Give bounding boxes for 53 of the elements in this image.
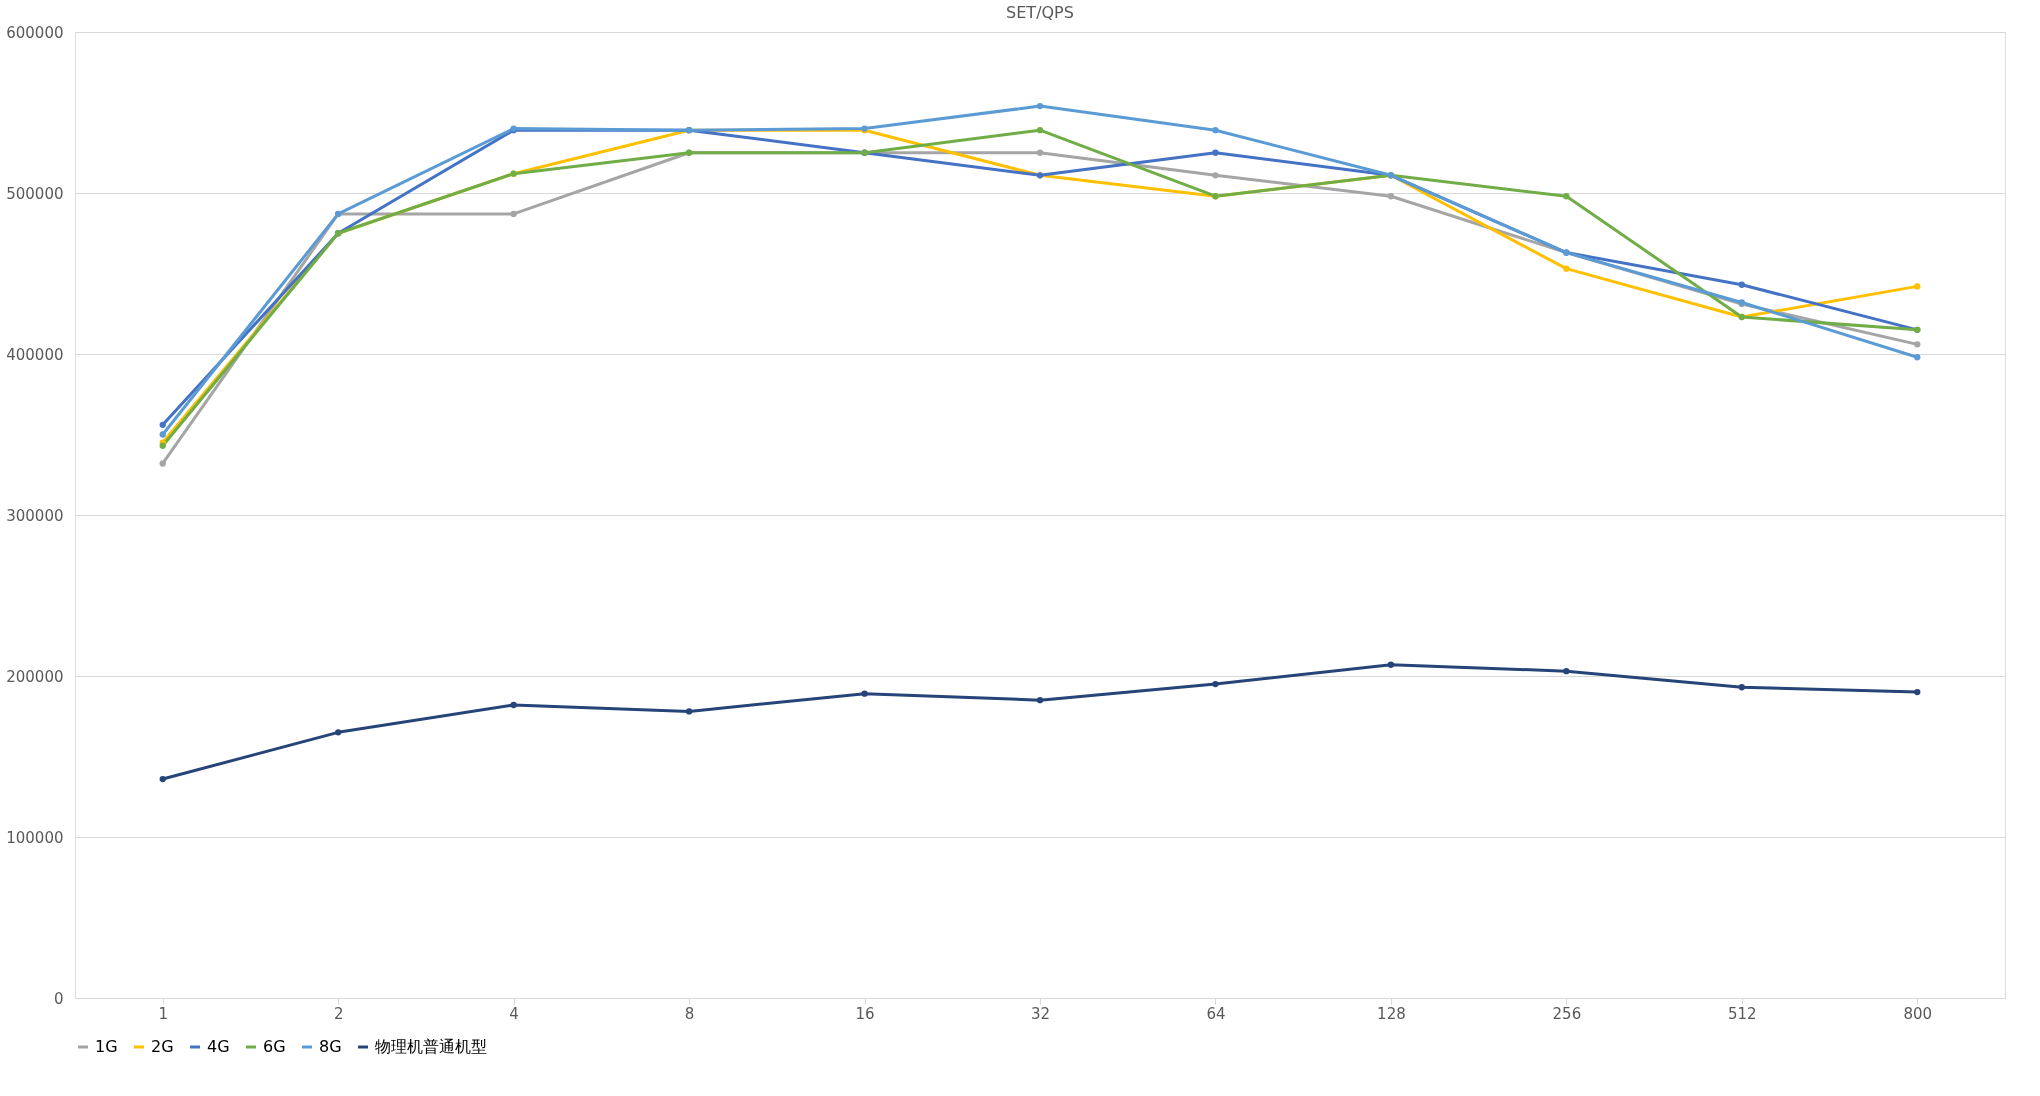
point — [1036, 127, 1044, 134]
point — [1738, 281, 1745, 288]
y-tick-label: 500000 — [6, 184, 64, 203]
point — [159, 460, 166, 467]
legend-label: 8G — [319, 1037, 342, 1056]
legend-label: 6G — [263, 1037, 286, 1056]
y-tick-label: 300000 — [6, 506, 64, 525]
x-tick-label: 32 — [1030, 1004, 1051, 1023]
point — [1387, 193, 1395, 200]
point — [1914, 283, 1921, 290]
point — [159, 431, 166, 438]
point — [510, 701, 517, 709]
legend-label: 1G — [95, 1037, 118, 1056]
y-tick-label: 200000 — [6, 667, 64, 686]
point — [1212, 127, 1219, 134]
point — [1212, 680, 1219, 688]
point — [1738, 684, 1745, 691]
x-tick-label: 1 — [158, 1004, 168, 1023]
x-tick-label: 256 — [1552, 1004, 1582, 1023]
point — [1914, 354, 1921, 361]
point — [1914, 688, 1921, 696]
point — [335, 729, 342, 736]
y-tick-label: 100000 — [6, 828, 64, 847]
point — [1563, 668, 1570, 675]
point — [1914, 341, 1921, 348]
x-tick-label: 4 — [509, 1004, 519, 1023]
point — [1563, 265, 1570, 272]
point — [1212, 149, 1219, 156]
point — [1036, 696, 1044, 704]
point — [159, 775, 166, 783]
x-tick-label: 64 — [1206, 1004, 1226, 1023]
point — [1563, 193, 1570, 200]
x-tick-label: 16 — [855, 1004, 875, 1023]
point — [159, 421, 166, 428]
point — [1036, 102, 1044, 110]
y-tick-label: 400000 — [6, 345, 64, 364]
point — [1036, 149, 1044, 156]
point — [861, 690, 868, 697]
legend-label: 物理机普通机型 — [375, 1037, 487, 1056]
point — [1212, 172, 1219, 179]
y-tick-label: 0 — [53, 989, 64, 1008]
legend-label: 4G — [207, 1037, 230, 1056]
point — [685, 708, 693, 715]
chart-title: SET/QPS — [1006, 3, 1074, 22]
point — [510, 210, 517, 218]
y-tick-label: 600000 — [6, 23, 64, 42]
legend-label: 2G — [151, 1037, 174, 1056]
point — [1387, 661, 1395, 668]
x-tick-label: 128 — [1377, 1004, 1406, 1023]
x-tick-label: 512 — [1728, 1004, 1757, 1023]
x-tick-label: 800 — [1903, 1004, 1933, 1023]
x-tick-label: 8 — [684, 1004, 695, 1023]
x-tick-label: 2 — [333, 1004, 344, 1023]
